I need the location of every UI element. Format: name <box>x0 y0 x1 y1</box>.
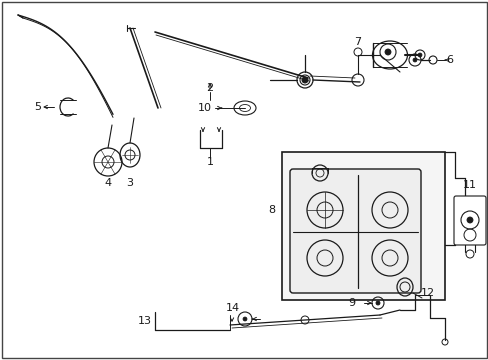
Text: 5: 5 <box>35 102 41 112</box>
Text: 2: 2 <box>206 83 213 93</box>
Circle shape <box>412 58 416 62</box>
Circle shape <box>384 49 390 55</box>
Text: 12: 12 <box>420 288 434 298</box>
Text: 11: 11 <box>462 180 476 190</box>
Text: 13: 13 <box>138 316 152 326</box>
FancyBboxPatch shape <box>453 196 485 245</box>
Text: 3: 3 <box>126 178 133 188</box>
Circle shape <box>243 317 246 321</box>
Circle shape <box>375 301 379 305</box>
Bar <box>282 152 444 300</box>
Text: 10: 10 <box>198 103 212 113</box>
Circle shape <box>466 217 472 223</box>
Text: 9: 9 <box>348 298 355 308</box>
Text: 7: 7 <box>354 37 361 47</box>
Text: 1: 1 <box>206 157 213 167</box>
Text: 8: 8 <box>268 205 275 215</box>
Text: 4: 4 <box>104 178 111 188</box>
FancyBboxPatch shape <box>289 169 420 293</box>
Circle shape <box>302 77 307 83</box>
Circle shape <box>417 53 421 57</box>
Text: 14: 14 <box>225 303 240 313</box>
Text: 6: 6 <box>446 55 452 65</box>
